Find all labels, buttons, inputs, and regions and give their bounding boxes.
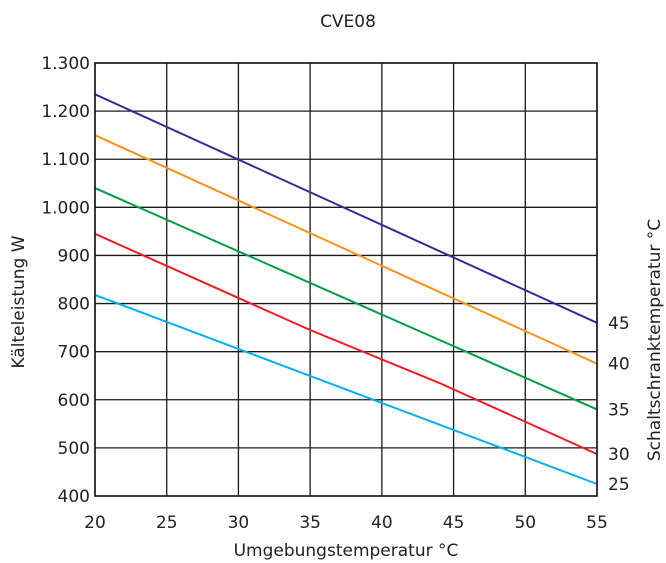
y-tick-label: 700 [58,343,90,363]
plot-series [94,93,598,485]
series-label: 45 [608,314,630,334]
y-tick-label: 1.100 [41,150,90,170]
chart-title: CVE08 [320,12,376,32]
x-tick-label: 25 [156,513,178,533]
x-axis-label: Umgebungstemperatur °C [234,541,459,561]
series-line-45 [94,93,598,324]
y-tick-label: 600 [58,391,90,411]
series-label: 25 [608,475,630,495]
series-line-35 [94,187,598,411]
y-tick-label: 1.000 [41,198,90,218]
plot-frame [94,62,598,497]
series-line-25 [94,293,598,485]
x-tick-label: 50 [514,513,536,533]
series-label: 35 [608,400,630,420]
x-tick-label: 35 [299,513,321,533]
series-labels: 45 40 35 30 25 [608,314,630,495]
y-tick-label: 1.300 [41,54,90,74]
x-tick-label: 40 [371,513,393,533]
y-axis-label: Kälteleistung W [9,235,29,368]
series-label: 40 [608,355,630,375]
x-tick-label: 55 [586,513,608,533]
y-tick-label: 800 [58,295,90,315]
series-label: 30 [608,445,630,465]
series-line-30 [94,232,598,456]
series-line-40 [94,134,598,365]
x-tick-label: 45 [443,513,465,533]
x-tick-label: 30 [228,513,250,533]
y-tick-label: 400 [58,487,90,507]
y-tick-label: 1.200 [41,102,90,122]
y-tick-labels: 400 500 600 700 800 900 1.000 1.100 1.200 1.300 [41,54,90,507]
y2-axis-label: Schaltschranktemperatur °C [645,219,665,461]
y-tick-label: 900 [58,246,90,266]
y-tick-label: 500 [58,439,90,459]
x-tick-labels: 20 25 30 35 40 45 50 55 [84,513,608,533]
x-tick-label: 20 [84,513,106,533]
